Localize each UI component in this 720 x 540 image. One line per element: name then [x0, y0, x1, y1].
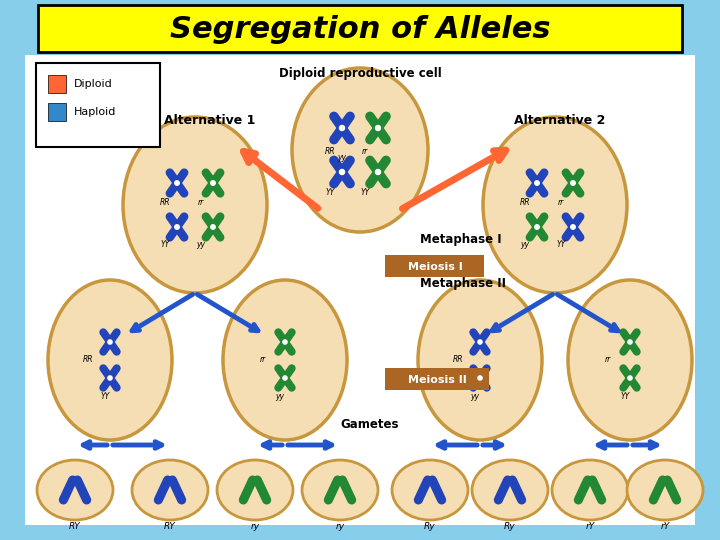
Text: Meiosis I: Meiosis I [408, 262, 462, 272]
Circle shape [340, 125, 344, 131]
FancyBboxPatch shape [48, 103, 66, 121]
Text: Alternative 2: Alternative 2 [514, 113, 606, 126]
Text: YY: YY [361, 188, 369, 197]
Text: yy: yy [521, 240, 529, 249]
Text: RR: RR [325, 147, 336, 156]
Ellipse shape [392, 460, 468, 520]
Circle shape [175, 225, 179, 230]
Text: Meiosis II: Meiosis II [408, 375, 467, 385]
Ellipse shape [223, 280, 347, 440]
Text: rr: rr [558, 198, 564, 207]
Ellipse shape [472, 460, 548, 520]
Text: yy: yy [276, 392, 284, 401]
Ellipse shape [217, 460, 293, 520]
Circle shape [376, 125, 380, 131]
Ellipse shape [568, 280, 692, 440]
Circle shape [478, 340, 482, 344]
Text: rr: rr [260, 355, 266, 364]
Text: YY: YY [557, 240, 566, 249]
Text: YY: YY [100, 392, 109, 401]
Text: RR: RR [520, 198, 530, 207]
Ellipse shape [302, 460, 378, 520]
Text: Ry: Ry [424, 522, 436, 531]
Text: RY: RY [69, 522, 81, 531]
Text: yy: yy [470, 392, 480, 401]
Text: yy: yy [197, 240, 205, 249]
Text: ry: ry [251, 522, 260, 531]
FancyBboxPatch shape [48, 75, 66, 93]
Text: Gametes: Gametes [341, 418, 400, 431]
Circle shape [340, 170, 344, 174]
Circle shape [283, 376, 287, 380]
Text: YY: YY [161, 240, 170, 249]
Circle shape [535, 181, 539, 185]
Text: RR: RR [453, 355, 463, 364]
Text: RR: RR [83, 355, 94, 364]
Text: rr: rr [605, 355, 611, 364]
Ellipse shape [292, 68, 428, 232]
Text: Alternative 1: Alternative 1 [164, 113, 256, 126]
Text: Ry: Ry [504, 522, 516, 531]
Text: Diploid reproductive cell: Diploid reproductive cell [279, 67, 441, 80]
Text: Haploid: Haploid [74, 107, 117, 117]
Text: yy: yy [338, 153, 346, 162]
Ellipse shape [123, 117, 267, 293]
Circle shape [628, 340, 632, 344]
FancyBboxPatch shape [36, 63, 160, 147]
Text: Metaphase II: Metaphase II [420, 276, 506, 289]
Text: Metaphase I: Metaphase I [420, 233, 502, 246]
Text: Diploid: Diploid [74, 79, 113, 89]
Text: rr: rr [362, 147, 368, 156]
Circle shape [628, 376, 632, 380]
Text: YY: YY [621, 392, 629, 401]
FancyBboxPatch shape [385, 255, 484, 277]
Circle shape [376, 170, 380, 174]
Ellipse shape [418, 280, 542, 440]
Text: ry: ry [336, 522, 345, 531]
Circle shape [535, 225, 539, 230]
Text: rY: rY [660, 522, 670, 531]
Circle shape [478, 376, 482, 380]
Text: rr: rr [198, 198, 204, 207]
Circle shape [211, 225, 215, 230]
Text: YY: YY [325, 188, 335, 197]
Ellipse shape [132, 460, 208, 520]
Text: RY: RY [164, 522, 176, 531]
Circle shape [108, 340, 112, 344]
Text: rY: rY [585, 522, 595, 531]
Ellipse shape [48, 280, 172, 440]
Text: Segregation of Alleles: Segregation of Alleles [170, 16, 550, 44]
Circle shape [175, 181, 179, 185]
FancyBboxPatch shape [25, 55, 695, 525]
Ellipse shape [552, 460, 628, 520]
Circle shape [571, 181, 575, 185]
Circle shape [211, 181, 215, 185]
FancyBboxPatch shape [385, 368, 489, 390]
Circle shape [283, 340, 287, 344]
Ellipse shape [483, 117, 627, 293]
Ellipse shape [37, 460, 113, 520]
Circle shape [571, 225, 575, 230]
Ellipse shape [627, 460, 703, 520]
FancyBboxPatch shape [38, 5, 682, 52]
Circle shape [108, 376, 112, 380]
Text: RR: RR [160, 198, 170, 207]
